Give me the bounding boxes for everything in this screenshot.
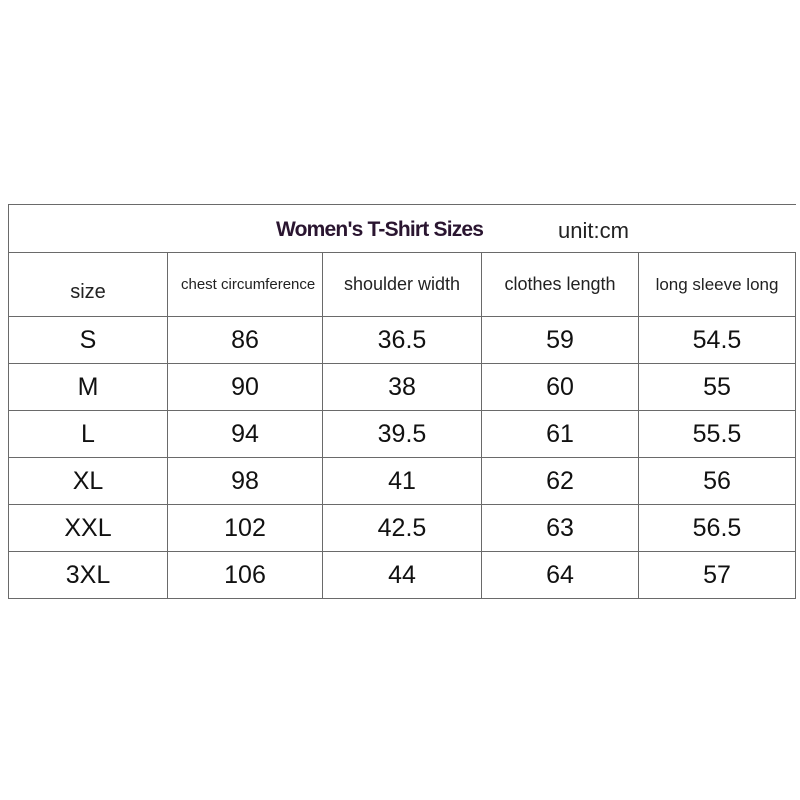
- table-cell: XXL: [8, 504, 168, 552]
- table-row: S 86 36.5 59 54.5: [8, 316, 796, 364]
- table-cell: 94: [167, 410, 323, 458]
- table-cell: 44: [322, 551, 482, 599]
- table-cell: S: [8, 316, 168, 364]
- header-length: clothes length: [481, 252, 639, 317]
- table-cell: 106: [167, 551, 323, 599]
- table-cell: 36.5: [322, 316, 482, 364]
- title-row: [8, 204, 796, 253]
- table-cell: 41: [322, 457, 482, 505]
- table-cell: 62: [481, 457, 639, 505]
- table-cell: 102: [167, 504, 323, 552]
- page-title: Women's T-Shirt Sizes: [276, 218, 484, 241]
- size-chart-table: size chest circumference shoulder width …: [8, 204, 796, 599]
- header-row: size chest circumference shoulder width …: [8, 252, 796, 317]
- table-cell: 98: [167, 457, 323, 505]
- table-cell: 38: [322, 363, 482, 411]
- table-cell: M: [8, 363, 168, 411]
- table-cell: 56: [638, 457, 796, 505]
- table-row: 3XL 106 44 64 57: [8, 551, 796, 599]
- table-cell: 64: [481, 551, 639, 599]
- table-cell: XL: [8, 457, 168, 505]
- table-row: L 94 39.5 61 55.5: [8, 410, 796, 458]
- table-cell: 55.5: [638, 410, 796, 458]
- table-cell: 54.5: [638, 316, 796, 364]
- table-cell: 63: [481, 504, 639, 552]
- table-row: XL 98 41 62 56: [8, 457, 796, 505]
- table-cell: 61: [481, 410, 639, 458]
- table-cell: 56.5: [638, 504, 796, 552]
- table-cell: 59: [481, 316, 639, 364]
- unit-label: unit:cm: [558, 218, 629, 243]
- header-shoulder: shoulder width: [322, 252, 482, 317]
- table-cell: 60: [481, 363, 639, 411]
- header-size: size: [8, 252, 168, 317]
- table-cell: 57: [638, 551, 796, 599]
- header-chest: chest circumference: [167, 252, 323, 317]
- table-cell: 3XL: [8, 551, 168, 599]
- table-cell: 55: [638, 363, 796, 411]
- table-row: M 90 38 60 55: [8, 363, 796, 411]
- header-sleeve: long sleeve long: [638, 252, 796, 317]
- table-row: XXL 102 42.5 63 56.5: [8, 504, 796, 552]
- table-cell: 39.5: [322, 410, 482, 458]
- table-cell: 86: [167, 316, 323, 364]
- table-cell: 90: [167, 363, 323, 411]
- table-cell: 42.5: [322, 504, 482, 552]
- table-cell: L: [8, 410, 168, 458]
